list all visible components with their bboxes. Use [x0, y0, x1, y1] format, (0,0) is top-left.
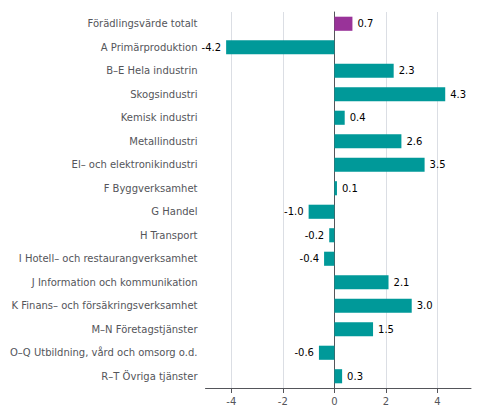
svg-text:0.1: 0.1: [342, 183, 358, 194]
svg-text:-0.2: -0.2: [305, 230, 325, 241]
svg-text:3.0: 3.0: [417, 300, 433, 311]
svg-text:-0.6: -0.6: [294, 347, 314, 358]
svg-text:-1.0: -1.0: [284, 206, 304, 217]
svg-text:Kemisk industri: Kemisk industri: [121, 112, 198, 123]
svg-text:3.5: 3.5: [430, 159, 446, 170]
svg-text:H Transport: H Transport: [140, 230, 198, 241]
svg-text:R–T Övriga tjänster: R–T Övriga tjänster: [101, 370, 198, 382]
svg-text:I Hotell– och restaurangverksa: I Hotell– och restaurangverksamhet: [19, 253, 198, 264]
svg-text:F Byggverksamhet: F Byggverksamhet: [104, 183, 198, 194]
svg-text:G Handel: G Handel: [151, 206, 197, 217]
svg-text:0.4: 0.4: [350, 112, 366, 123]
svg-text:4: 4: [434, 396, 440, 407]
svg-text:M–N Företagstjänster: M–N Företagstjänster: [91, 324, 198, 335]
svg-text:0.3: 0.3: [347, 371, 363, 382]
svg-text:-0.4: -0.4: [300, 253, 320, 264]
svg-text:2.3: 2.3: [399, 65, 415, 76]
svg-text:Skogsindustri: Skogsindustri: [130, 89, 197, 100]
svg-text:4.3: 4.3: [450, 89, 466, 100]
svg-text:2: 2: [383, 396, 389, 407]
svg-text:Metallindustri: Metallindustri: [129, 136, 197, 147]
svg-text:O–Q Utbildning, vård och omsor: O–Q Utbildning, vård och omsorg o.d.: [10, 346, 198, 358]
svg-text:-4.2: -4.2: [202, 42, 222, 53]
svg-text:2.1: 2.1: [394, 277, 410, 288]
svg-text:J Information och kommunikatio: J Information och kommunikation: [31, 277, 198, 288]
svg-text:El– och elektronikindustri: El– och elektronikindustri: [72, 159, 198, 170]
svg-text:K Finans– och försäkringsverks: K Finans– och försäkringsverksamhet: [12, 300, 198, 311]
svg-text:2.6: 2.6: [406, 136, 422, 147]
svg-text:-4: -4: [226, 396, 236, 407]
svg-text:A Primärproduktion: A Primärproduktion: [101, 42, 198, 53]
svg-text:0.7: 0.7: [357, 18, 373, 29]
svg-text:Förädlingsvärde totalt: Förädlingsvärde totalt: [88, 18, 198, 29]
svg-text:0: 0: [331, 396, 337, 407]
svg-text:1.5: 1.5: [378, 324, 394, 335]
svg-text:-2: -2: [278, 396, 288, 407]
svg-text:B–E Hela industrin: B–E Hela industrin: [106, 65, 197, 76]
